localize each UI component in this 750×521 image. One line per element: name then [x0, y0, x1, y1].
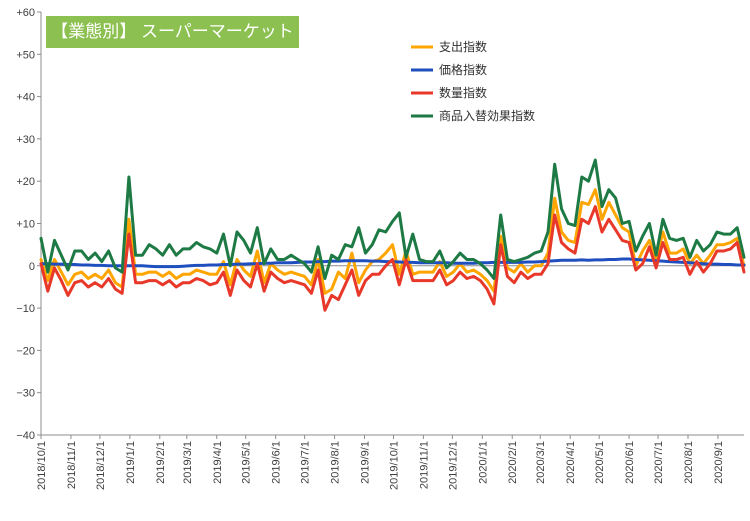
- x-tick-label: 2020/7/1: [653, 441, 665, 484]
- y-tick-label: −10: [16, 303, 35, 315]
- x-tick-label: 2020/4/1: [565, 441, 577, 484]
- y-tick-label: +30: [16, 134, 35, 146]
- y-tick-label: 0: [29, 261, 35, 273]
- x-tick-label: 2019/9/1: [359, 441, 371, 484]
- x-tick-label: 2019/10/1: [388, 441, 400, 490]
- y-tick-label: +60: [16, 7, 35, 19]
- x-tick-label: 2020/9/1: [713, 441, 725, 484]
- series-line: [39, 205, 746, 312]
- x-tick-label: 2020/5/1: [594, 441, 606, 484]
- x-tick-label: 2020/8/1: [683, 441, 695, 484]
- x-tick-label: 2020/3/1: [535, 441, 547, 484]
- x-tick-label: 2019/7/1: [300, 441, 312, 484]
- x-tick-label: 2019/12/1: [447, 441, 459, 490]
- x-tick-label: 2018/11/1: [66, 441, 78, 489]
- x-tick-label: 2020/2/1: [507, 441, 519, 484]
- x-tick-label: 2019/11/1: [418, 441, 430, 489]
- legend-label: 商品入替効果指数: [439, 108, 535, 123]
- legend-label: 価格指数: [439, 62, 487, 77]
- y-tick-label: +40: [16, 92, 35, 104]
- x-tick-label: 2019/8/1: [330, 441, 342, 484]
- series-line: [39, 158, 746, 280]
- x-tick-label: 2019/6/1: [271, 441, 283, 484]
- x-tick-label: 2019/5/1: [241, 441, 253, 484]
- y-tick-label: +50: [16, 49, 35, 61]
- x-tick-label: 2018/10/1: [36, 441, 48, 490]
- y-tick-label: +20: [16, 176, 35, 188]
- x-tick-label: 2019/1/1: [125, 441, 137, 484]
- x-tick-label: 2019/3/1: [182, 441, 194, 484]
- x-tick-label: 2019/4/1: [212, 441, 224, 484]
- series-line: [39, 188, 746, 295]
- y-tick-label: +10: [16, 219, 35, 231]
- y-tick-label: −40: [16, 430, 35, 442]
- x-tick-label: 2018/12/1: [95, 441, 107, 490]
- y-tick-label: −20: [16, 345, 35, 357]
- chart-title: 【業態別】 スーパーマーケット: [46, 16, 299, 48]
- y-tick-label: −30: [16, 388, 35, 400]
- x-tick-label: 2020/1/1: [477, 441, 489, 484]
- legend-label: 数量指数: [439, 85, 487, 100]
- x-tick-label: 2020/6/1: [624, 441, 636, 484]
- x-tick-label: 2019/2/1: [155, 441, 167, 484]
- legend-label: 支出指数: [439, 39, 487, 54]
